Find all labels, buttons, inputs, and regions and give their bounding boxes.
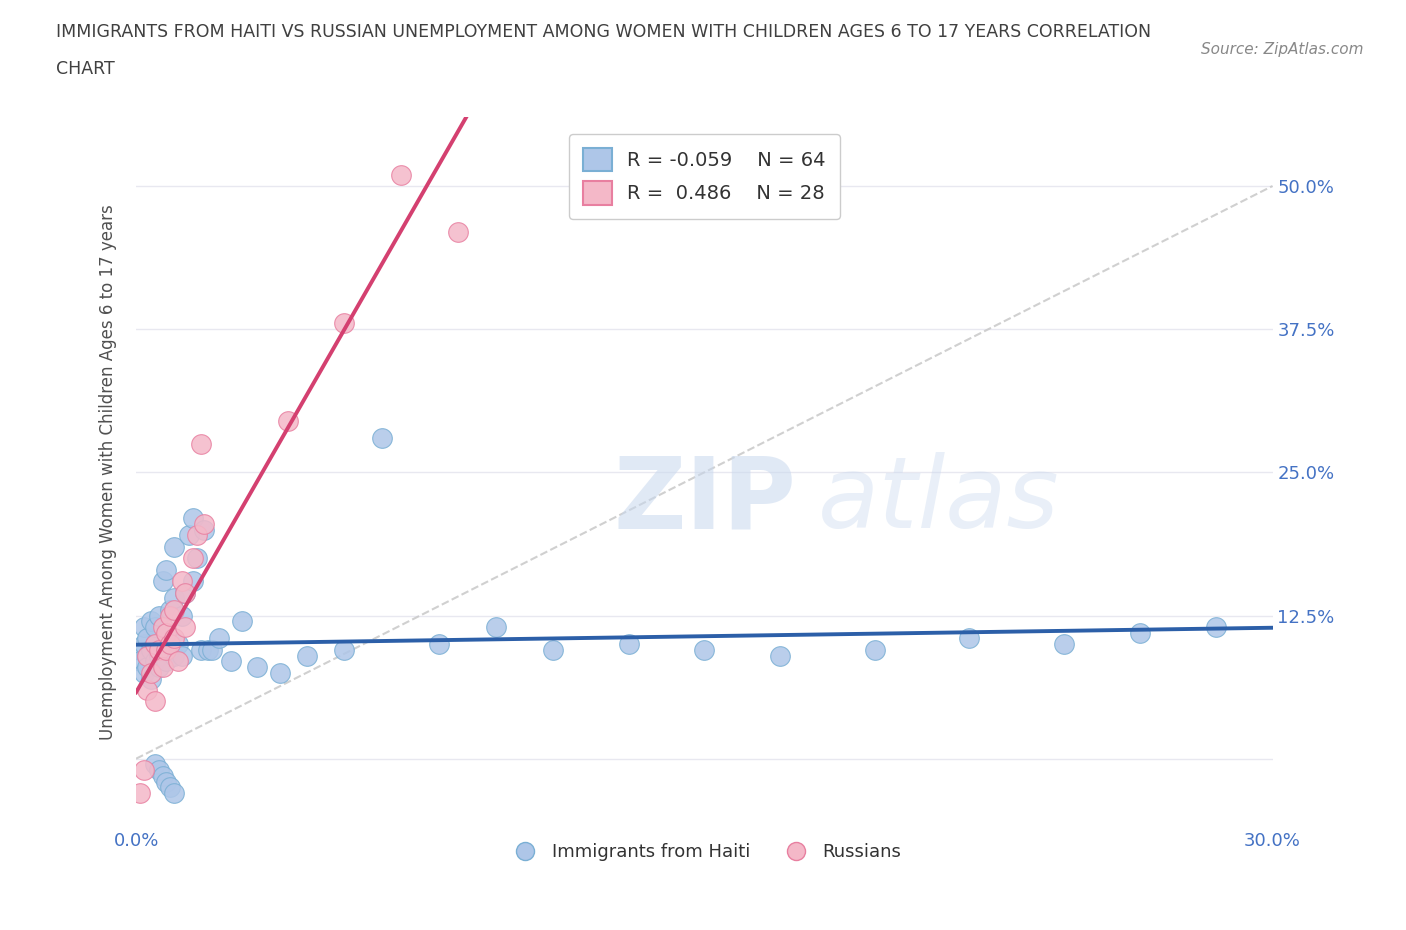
Point <box>129 654 152 669</box>
Point <box>136 631 159 645</box>
Point <box>152 643 174 658</box>
Point <box>333 643 356 658</box>
Point <box>174 619 197 634</box>
Point <box>148 608 170 623</box>
Point <box>141 671 163 686</box>
Point <box>163 648 186 663</box>
Point <box>159 643 181 658</box>
Point <box>163 539 186 554</box>
Point <box>136 648 159 663</box>
Point <box>769 648 792 663</box>
Point <box>170 608 193 623</box>
Point <box>193 516 215 531</box>
Point <box>132 637 155 652</box>
Point <box>201 643 224 658</box>
Point <box>163 631 186 645</box>
Point <box>166 654 188 669</box>
Point <box>143 637 166 652</box>
Point <box>959 631 981 645</box>
Point <box>152 574 174 589</box>
Point <box>174 585 197 600</box>
Point <box>541 643 564 658</box>
Point <box>219 654 242 669</box>
Point <box>132 665 155 680</box>
Point <box>179 528 201 543</box>
Point <box>190 436 212 451</box>
Point <box>143 619 166 634</box>
Point <box>129 786 152 801</box>
Point <box>1053 637 1076 652</box>
Point <box>159 608 181 623</box>
Point <box>186 528 208 543</box>
Point <box>863 643 886 658</box>
Point <box>155 643 177 658</box>
Point <box>181 511 204 525</box>
Point <box>148 643 170 658</box>
Point <box>152 659 174 674</box>
Point <box>143 757 166 772</box>
Point <box>617 637 640 652</box>
Point <box>155 654 177 669</box>
Point <box>159 603 181 618</box>
Point <box>143 637 166 652</box>
Point <box>141 614 163 629</box>
Point <box>181 574 204 589</box>
Text: Source: ZipAtlas.com: Source: ZipAtlas.com <box>1201 42 1364 57</box>
Point <box>186 551 208 565</box>
Point <box>141 665 163 680</box>
Point <box>174 585 197 600</box>
Point <box>246 659 269 674</box>
Point <box>427 637 450 652</box>
Point <box>148 648 170 663</box>
Text: CHART: CHART <box>56 60 115 78</box>
Point <box>155 625 177 640</box>
Point <box>197 643 219 658</box>
Point <box>136 683 159 698</box>
Point <box>155 563 177 578</box>
Point <box>132 763 155 777</box>
Point <box>152 768 174 783</box>
Point <box>148 763 170 777</box>
Point <box>148 659 170 674</box>
Point <box>389 167 412 182</box>
Point <box>1129 625 1152 640</box>
Point <box>295 648 318 663</box>
Point <box>190 643 212 658</box>
Y-axis label: Unemployment Among Women with Children Ages 6 to 17 years: Unemployment Among Women with Children A… <box>100 205 117 740</box>
Point <box>155 774 177 789</box>
Point <box>143 694 166 709</box>
Point <box>155 625 177 640</box>
Point <box>231 614 253 629</box>
Point <box>159 637 181 652</box>
Text: IMMIGRANTS FROM HAITI VS RUSSIAN UNEMPLOYMENT AMONG WOMEN WITH CHILDREN AGES 6 T: IMMIGRANTS FROM HAITI VS RUSSIAN UNEMPLO… <box>56 23 1152 41</box>
Point <box>170 648 193 663</box>
Point <box>447 224 470 239</box>
Point <box>371 431 394 445</box>
Point <box>163 603 186 618</box>
Point <box>143 654 166 669</box>
Legend: Immigrants from Haiti, Russians: Immigrants from Haiti, Russians <box>499 836 908 868</box>
Point <box>163 786 186 801</box>
Point <box>136 659 159 674</box>
Point <box>193 522 215 537</box>
Point <box>181 551 204 565</box>
Point <box>485 619 508 634</box>
Point <box>333 316 356 331</box>
Point <box>129 643 152 658</box>
Point <box>132 619 155 634</box>
Point <box>141 643 163 658</box>
Point <box>693 643 716 658</box>
Point <box>159 780 181 795</box>
Point <box>208 631 231 645</box>
Point <box>152 619 174 634</box>
Point <box>277 413 299 428</box>
Point <box>269 665 291 680</box>
Text: atlas: atlas <box>818 452 1060 550</box>
Point <box>170 574 193 589</box>
Point <box>166 637 188 652</box>
Point <box>1205 619 1227 634</box>
Point <box>163 591 186 605</box>
Point <box>136 648 159 663</box>
Text: ZIP: ZIP <box>613 452 796 550</box>
